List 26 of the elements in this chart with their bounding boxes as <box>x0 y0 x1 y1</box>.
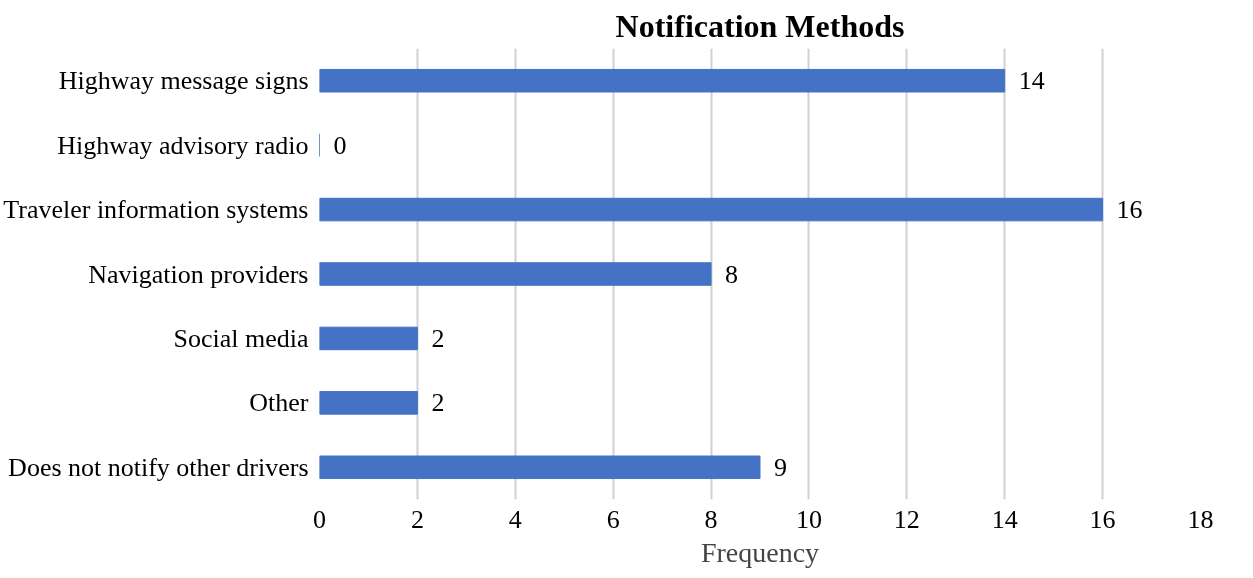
x-tick-label: 16 <box>1089 504 1116 534</box>
x-tick-label: 2 <box>410 504 424 534</box>
x-tick-label: 12 <box>893 504 920 534</box>
data-label: 16 <box>1116 195 1143 225</box>
y-tick-label: Social media <box>173 323 309 353</box>
y-tick-label: Highway advisory radio <box>57 130 309 160</box>
x-tick-label: 4 <box>508 504 522 534</box>
y-tick-label: Navigation providers <box>88 259 309 289</box>
y-tick-label: Other <box>249 388 309 418</box>
x-tick-label: 10 <box>795 504 822 534</box>
y-tick-label: Traveler information systems <box>3 195 309 225</box>
x-tick-label: 8 <box>704 504 718 534</box>
chart-title: Notification Methods <box>615 7 905 44</box>
x-tick-label: 14 <box>991 504 1018 534</box>
x-tick-label: 0 <box>313 504 326 534</box>
x-tick-label: 6 <box>606 504 620 534</box>
data-label: 8 <box>725 259 739 289</box>
y-tick-label: Highway message signs <box>58 66 309 96</box>
y-tick-label: Does not notify other drivers <box>8 452 309 482</box>
data-label: 9 <box>774 452 787 482</box>
x-axis-title: Frequency <box>700 536 820 568</box>
data-label: 0 <box>333 130 347 160</box>
x-tick-label: 18 <box>1187 504 1214 534</box>
data-label: 2 <box>431 388 445 418</box>
data-label: 2 <box>431 323 445 353</box>
data-label: 14 <box>1018 66 1045 96</box>
